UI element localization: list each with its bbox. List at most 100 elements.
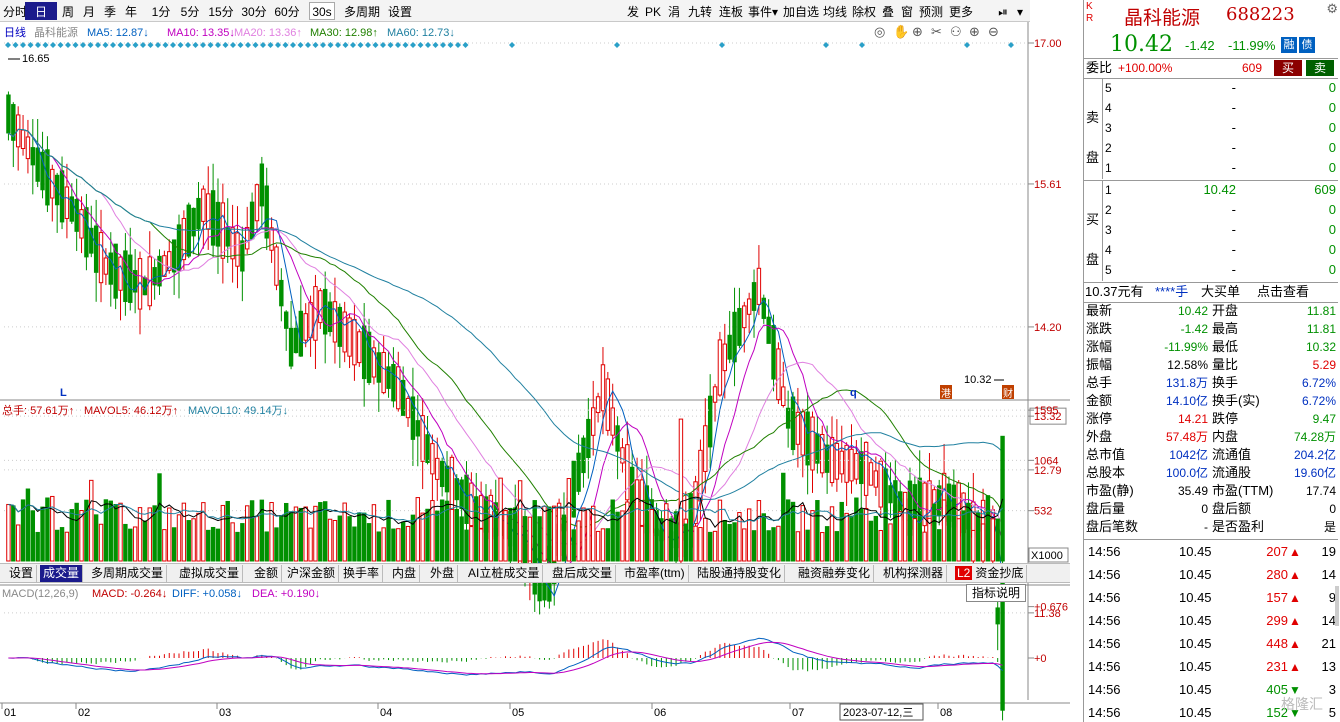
chart-tool-icon: ◎ — [874, 24, 885, 39]
big-order-row[interactable]: 10.37元有 ****手 大买单 点击查看 — [1085, 284, 1310, 299]
book-price: - — [1231, 120, 1236, 135]
stat-value: 19.60亿 — [1293, 466, 1336, 480]
tab-0[interactable]: 设置 — [6, 565, 38, 582]
tab-3[interactable]: 虚拟成交量 — [176, 565, 244, 582]
stat-value: 6.72% — [1301, 394, 1336, 408]
toolbar-right-5[interactable]: 事件▾ — [748, 5, 779, 19]
volume-bar — [815, 500, 820, 562]
candle — [722, 343, 727, 372]
candle — [279, 279, 284, 307]
tab-4[interactable]: 金额 — [251, 565, 283, 582]
tab-7[interactable]: 内盘 — [389, 565, 421, 582]
book-price: 10.42 — [1203, 182, 1236, 197]
tab-11[interactable]: 市盈率(ttm) — [621, 565, 689, 582]
candle — [142, 277, 148, 296]
toolbar-item-9[interactable]: 30分 — [241, 5, 267, 19]
expand-icon[interactable]: ⏯ — [998, 5, 1008, 19]
candle — [844, 444, 849, 483]
volume-bar — [288, 511, 294, 562]
volume-bar — [498, 477, 503, 562]
toolbar-item-6[interactable]: 1分 — [151, 5, 171, 19]
candle — [405, 397, 411, 419]
tab-5[interactable]: 沪深金额 — [284, 565, 340, 582]
toolbar-right-9[interactable]: 叠 — [881, 5, 894, 19]
toolbar-right-3[interactable]: 九转 — [687, 5, 712, 19]
view-big-order-link[interactable]: 点击查看 — [1257, 284, 1310, 299]
toolbar-item-7[interactable]: 5分 — [180, 5, 200, 19]
volume-bar — [615, 511, 620, 562]
toolbar-item-12[interactable]: 多周期 — [343, 5, 380, 19]
bond-tag[interactable]: 债 — [1299, 37, 1315, 53]
candle — [751, 282, 757, 311]
toolbar-right-8[interactable]: 除权 — [851, 5, 876, 19]
tick-list[interactable]: 14:56 10.45 207 ▲ 19 14:56 10.45 280 ▲ 14 14:56 10.… — [1084, 540, 1340, 722]
candle — [293, 327, 299, 354]
time-axis-label: 04 — [380, 707, 392, 719]
stat-value: 74.28万 — [1293, 430, 1336, 444]
volume-bar — [35, 531, 40, 562]
buy-button[interactable]: 买 — [1274, 60, 1302, 76]
toolbar-right-7[interactable]: 均线 — [822, 5, 847, 19]
tab-12[interactable]: 陆股通持股变化 — [694, 565, 786, 582]
toolbar-item-0[interactable]: 分时 — [3, 5, 28, 19]
candle — [805, 411, 810, 466]
toolbar-item-13[interactable]: 设置 — [387, 5, 412, 19]
toolbar-item-10[interactable]: 60分 — [274, 5, 300, 19]
toolbar-item-4[interactable]: 季 — [103, 5, 116, 19]
volume-bar — [576, 520, 581, 562]
candle — [84, 207, 89, 258]
candle — [712, 386, 718, 403]
scroll-icon[interactable]: ▾ — [1016, 5, 1024, 19]
toolbar-right-0[interactable]: 发 — [626, 5, 639, 19]
candle — [74, 198, 79, 232]
toolbar-item-5[interactable]: 年 — [124, 5, 137, 19]
tab-6[interactable]: 换手率 — [340, 565, 384, 582]
book-level: 3 — [1105, 121, 1112, 135]
toolbar-right-2[interactable]: 涓 — [667, 5, 680, 19]
volume-bar — [761, 513, 766, 562]
toolbar-right-6[interactable]: 加自选 — [783, 5, 820, 19]
toolbar-right-12[interactable]: 更多 — [948, 5, 973, 19]
tab-13[interactable]: 融资融券变化 — [795, 565, 875, 582]
tab-15[interactable]: L2 资金抄底 — [952, 565, 1028, 582]
candle — [785, 407, 791, 429]
weibi-diff: 609 — [1241, 61, 1262, 75]
candle — [922, 482, 927, 527]
volume-bar — [591, 505, 596, 562]
toolbar-item-8[interactable]: 15分 — [208, 5, 234, 19]
toolbar-item-3[interactable]: 月 — [82, 5, 95, 19]
gear-icon[interactable]: ⚙ — [1326, 1, 1338, 16]
tab-14[interactable]: 机构探测器 — [880, 565, 948, 582]
stat-label: 金额 — [1086, 393, 1113, 408]
toolbar-right-10[interactable]: 窗 — [900, 5, 913, 19]
vol-legend-item: MAVOL10: 49.14万↓ — [188, 405, 288, 417]
tab-10[interactable]: 盘后成交量 — [549, 565, 617, 582]
tab-2[interactable]: 多周期成交量 — [88, 565, 168, 582]
indicator-help-tooltip[interactable]: 指标说明 — [966, 584, 1026, 602]
tab-1[interactable]: 成交量 — [40, 565, 84, 582]
sell-button[interactable]: 卖 — [1306, 60, 1334, 76]
volume-bar — [527, 516, 533, 562]
volume-bar — [361, 512, 367, 562]
tab-8[interactable]: 外盘 — [427, 565, 459, 582]
volume-bar — [405, 525, 411, 562]
kline-chart[interactable]: 17.00 15.61 14.20 13.32 12.79 11.38 日线 晶科能源 MA5:… — [0, 22, 1070, 722]
toolbar-right-1[interactable]: PK — [644, 5, 661, 19]
margin-tag[interactable]: 融 — [1281, 37, 1297, 53]
volume-bar — [327, 518, 333, 562]
toolbar-item-1[interactable]: 日 — [25, 2, 57, 20]
tick-scrollbar[interactable] — [1335, 586, 1339, 626]
candle — [40, 151, 45, 191]
candle — [254, 184, 260, 222]
volume-bar — [391, 528, 396, 562]
toolbar-right-11[interactable]: 预测 — [918, 5, 943, 19]
toolbar-right-4[interactable]: 连板 — [718, 5, 743, 19]
macd-legend-item: MACD: -0.264↓ — [92, 588, 167, 600]
candle — [995, 607, 1000, 625]
toolbar-item-2[interactable]: 周 — [61, 5, 74, 19]
toolbar-item-11[interactable]: 30s — [309, 2, 335, 20]
volume-bar — [654, 528, 659, 562]
tab-9[interactable]: AI立桩成交量 — [465, 565, 544, 582]
candle — [400, 379, 406, 416]
tick-volume: 231 — [1266, 659, 1288, 674]
